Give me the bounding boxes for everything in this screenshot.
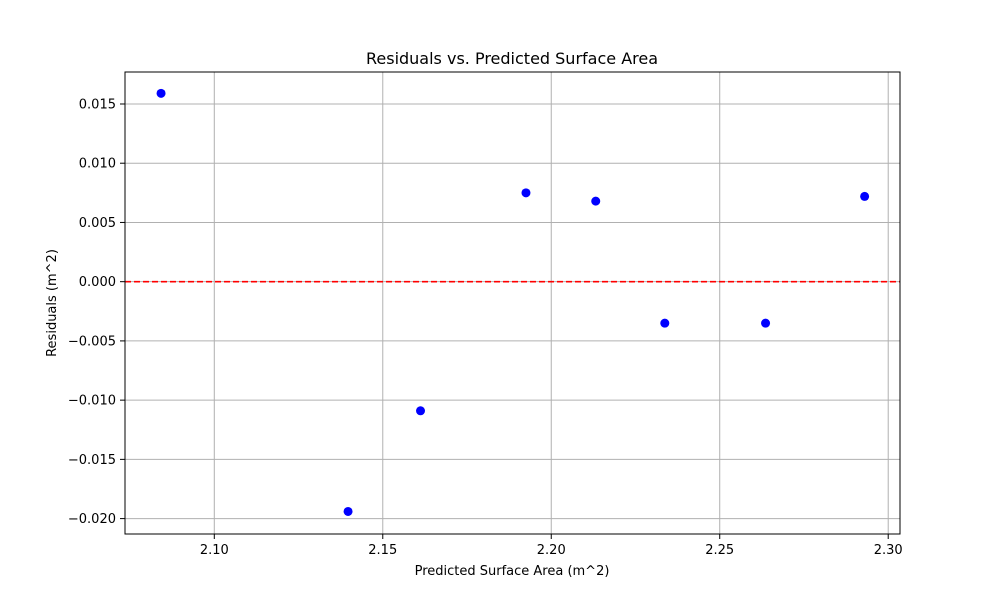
x-axis-label: Predicted Surface Area (m^2)	[415, 564, 610, 579]
chart-title: Residuals vs. Predicted Surface Area	[366, 49, 658, 68]
y-tick-label: 0.000	[79, 275, 116, 290]
x-tick-label: 2.30	[874, 543, 903, 558]
data-point	[591, 196, 601, 206]
data-point	[156, 88, 166, 98]
y-tick-label: −0.005	[68, 334, 116, 349]
plot-area-frame	[124, 71, 901, 535]
data-point	[761, 318, 771, 328]
y-tick-label: 0.005	[79, 216, 116, 231]
data-point	[860, 191, 870, 201]
axis-ticks: 2.10 2.15 2.20 2.25 2.30 −0.020 −0.015 −0.010 −0…	[68, 97, 903, 558]
data-point	[521, 188, 531, 198]
x-tick-label: 2.15	[368, 543, 397, 558]
data-point	[343, 506, 353, 516]
x-tick-label: 2.10	[200, 543, 229, 558]
data-points	[156, 88, 870, 516]
x-tick-label: 2.25	[705, 543, 734, 558]
y-tick-label: −0.015	[68, 453, 116, 468]
data-point	[660, 318, 670, 328]
data-point	[416, 406, 426, 416]
y-tick-label: 0.010	[79, 157, 116, 172]
y-tick-label: −0.010	[68, 394, 116, 409]
y-axis-label: Residuals (m^2)	[45, 249, 60, 357]
y-tick-label: 0.015	[79, 97, 116, 112]
y-tick-label: −0.020	[68, 512, 116, 527]
grid-lines	[125, 72, 900, 534]
x-tick-label: 2.20	[537, 543, 566, 558]
